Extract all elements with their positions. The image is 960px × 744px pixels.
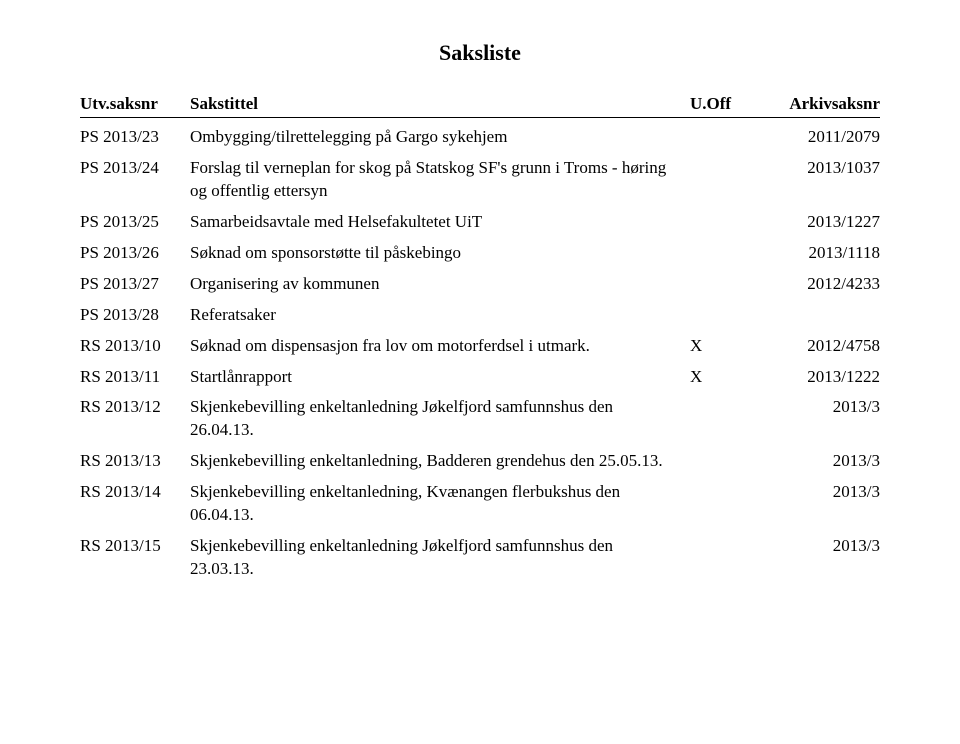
- cell-saksnr: PS 2013/25: [80, 211, 190, 234]
- cell-uoff: [690, 481, 760, 527]
- table-row: RS 2013/12Skjenkebevilling enkeltanledni…: [80, 396, 880, 442]
- cell-uoff: [690, 450, 760, 473]
- header-tittel: Sakstittel: [190, 94, 690, 114]
- cell-arkiv: 2013/3: [760, 535, 880, 581]
- cell-arkiv: 2013/3: [760, 396, 880, 442]
- cell-tittel: Referatsaker: [190, 304, 690, 327]
- cell-arkiv: 2013/3: [760, 481, 880, 527]
- table-row: RS 2013/14Skjenkebevilling enkeltanledni…: [80, 481, 880, 527]
- cell-tittel: Startlånrapport: [190, 366, 690, 389]
- table-header: Utv.saksnr Sakstittel U.Off Arkivsaksnr: [80, 94, 880, 118]
- cell-tittel: Skjenkebevilling enkeltanledning Jøkelfj…: [190, 396, 690, 442]
- cell-saksnr: RS 2013/11: [80, 366, 190, 389]
- cell-arkiv: 2013/1227: [760, 211, 880, 234]
- header-uoff: U.Off: [690, 94, 760, 114]
- table-row: PS 2013/27Organisering av kommunen 2012/4…: [80, 273, 880, 296]
- cell-uoff: [690, 157, 760, 203]
- page-title: Saksliste: [80, 40, 880, 66]
- cell-arkiv: 2012/4758: [760, 335, 880, 358]
- table-row: RS 2013/13Skjenkebevilling enkeltanledni…: [80, 450, 880, 473]
- table-row: RS 2013/11StartlånrapportX2013/1222: [80, 366, 880, 389]
- cell-saksnr: RS 2013/12: [80, 396, 190, 442]
- cell-arkiv: 2013/1118: [760, 242, 880, 265]
- table-row: PS 2013/28Referatsaker: [80, 304, 880, 327]
- cell-saksnr: RS 2013/13: [80, 450, 190, 473]
- cell-tittel: Ombygging/tilrettelegging på Gargo sykeh…: [190, 126, 690, 149]
- cell-tittel: Søknad om sponsorstøtte til påskebingo: [190, 242, 690, 265]
- cell-uoff: [690, 535, 760, 581]
- cell-arkiv: 2013/3: [760, 450, 880, 473]
- cell-uoff: [690, 273, 760, 296]
- table-row: PS 2013/24Forslag til verneplan for skog…: [80, 157, 880, 203]
- cell-saksnr: PS 2013/23: [80, 126, 190, 149]
- cell-tittel: Skjenkebevilling enkeltanledning, Badder…: [190, 450, 690, 473]
- table-body: PS 2013/23Ombygging/tilrettelegging på G…: [80, 126, 880, 581]
- cell-saksnr: RS 2013/15: [80, 535, 190, 581]
- cell-uoff: X: [690, 335, 760, 358]
- cell-tittel: Forslag til verneplan for skog på Statsk…: [190, 157, 690, 203]
- header-saksnr: Utv.saksnr: [80, 94, 190, 114]
- cell-saksnr: PS 2013/24: [80, 157, 190, 203]
- cell-saksnr: PS 2013/28: [80, 304, 190, 327]
- cell-saksnr: PS 2013/26: [80, 242, 190, 265]
- cell-tittel: Samarbeidsavtale med Helsefakultetet UiT: [190, 211, 690, 234]
- cell-tittel: Organisering av kommunen: [190, 273, 690, 296]
- cell-arkiv: [760, 304, 880, 327]
- cell-uoff: [690, 211, 760, 234]
- cell-uoff: [690, 126, 760, 149]
- cell-arkiv: 2011/2079: [760, 126, 880, 149]
- table-row: RS 2013/10Søknad om dispensasjon fra lov…: [80, 335, 880, 358]
- cell-arkiv: 2013/1222: [760, 366, 880, 389]
- table-row: PS 2013/23Ombygging/tilrettelegging på G…: [80, 126, 880, 149]
- cell-tittel: Skjenkebevilling enkeltanledning Jøkelfj…: [190, 535, 690, 581]
- table-row: PS 2013/26Søknad om sponsorstøtte til på…: [80, 242, 880, 265]
- cell-uoff: [690, 396, 760, 442]
- cell-arkiv: 2012/4233: [760, 273, 880, 296]
- table-row: RS 2013/15Skjenkebevilling enkeltanledni…: [80, 535, 880, 581]
- header-arkiv: Arkivsaksnr: [760, 94, 880, 114]
- cell-saksnr: RS 2013/14: [80, 481, 190, 527]
- cell-uoff: X: [690, 366, 760, 389]
- cell-arkiv: 2013/1037: [760, 157, 880, 203]
- table-row: PS 2013/25Samarbeidsavtale med Helsefaku…: [80, 211, 880, 234]
- cell-uoff: [690, 304, 760, 327]
- cell-saksnr: RS 2013/10: [80, 335, 190, 358]
- cell-uoff: [690, 242, 760, 265]
- cell-tittel: Søknad om dispensasjon fra lov om motorf…: [190, 335, 690, 358]
- cell-saksnr: PS 2013/27: [80, 273, 190, 296]
- cell-tittel: Skjenkebevilling enkeltanledning, Kvænan…: [190, 481, 690, 527]
